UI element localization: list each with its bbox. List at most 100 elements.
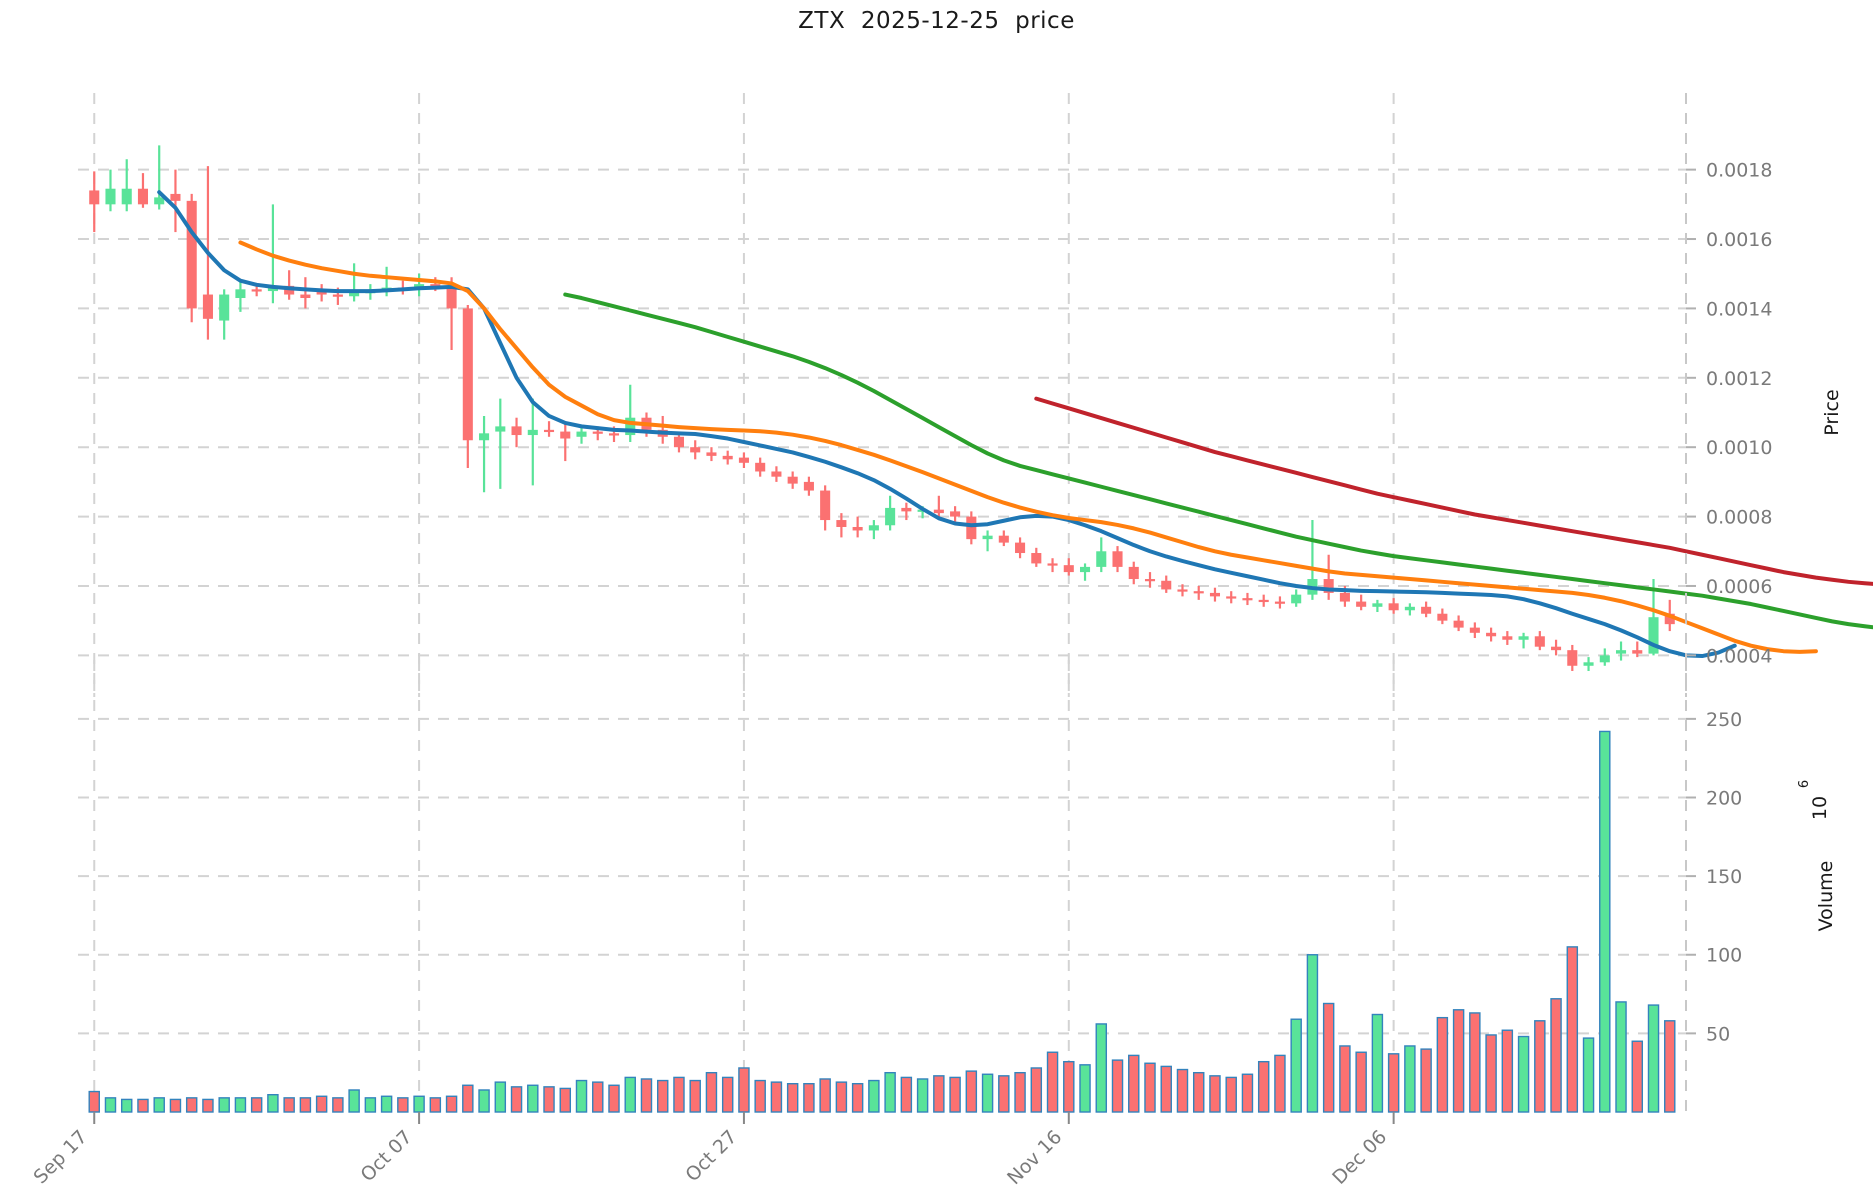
- candle-body: [479, 433, 490, 441]
- ytick-label-price-4: 0.0010: [1706, 437, 1772, 459]
- moving-average-layer: [157, 190, 1873, 659]
- candle-body: [803, 481, 814, 491]
- candle-body: [105, 188, 116, 205]
- candle-body: [950, 511, 961, 517]
- ytick-label-price-2: 0.0014: [1706, 298, 1772, 320]
- volume-bar: [380, 1095, 393, 1113]
- volume-bars-layer: [88, 730, 1676, 1113]
- candle-body: [1421, 606, 1432, 614]
- ytick-label-price-5: 0.0008: [1706, 507, 1772, 529]
- volume-bar: [1274, 1054, 1286, 1113]
- ma-line-ma_short: [157, 190, 1737, 659]
- volume-bar: [120, 1098, 133, 1113]
- volume-bar: [1355, 1051, 1367, 1113]
- candle-body: [1063, 565, 1074, 573]
- ma-line-ma_mid: [238, 240, 1818, 654]
- candle-body: [414, 284, 425, 288]
- volume-bar: [1436, 1016, 1449, 1113]
- ma-line-ma_xlong: [1034, 396, 1873, 586]
- candle-body: [495, 426, 506, 432]
- page-title: ZTX 2025-12-25 price: [798, 8, 1075, 34]
- volume-bar: [1469, 1012, 1481, 1113]
- volume-bar: [527, 1084, 539, 1113]
- xtick-label-2: Oct 27: [681, 1126, 741, 1186]
- xtick-label-4: Dec 06: [1328, 1126, 1391, 1189]
- volume-bar: [462, 1084, 474, 1113]
- volume-bar: [1257, 1060, 1270, 1113]
- volume-bar: [185, 1097, 198, 1113]
- volume-bar: [754, 1079, 766, 1113]
- volume-bar: [1339, 1045, 1351, 1113]
- volume-bar: [1111, 1059, 1124, 1113]
- xtick-label-0: Sep 17: [30, 1126, 92, 1188]
- candle-body: [771, 471, 782, 477]
- candle-body: [722, 455, 733, 460]
- xtick-label-1: Oct 07: [356, 1126, 416, 1186]
- volume-bar: [1517, 1035, 1530, 1113]
- candle-body: [690, 447, 701, 453]
- volume-bar: [267, 1094, 279, 1113]
- volume-bar: [803, 1082, 815, 1113]
- volume-bar: [1306, 954, 1319, 1113]
- volume-bar: [445, 1095, 458, 1113]
- candle-body: [673, 436, 685, 448]
- volume-bar: [137, 1098, 149, 1113]
- candle-body: [998, 535, 1009, 543]
- volume-bar: [543, 1086, 555, 1113]
- candle-body: [592, 431, 603, 434]
- volume-bar: [1030, 1067, 1043, 1113]
- candle-body: [576, 431, 587, 437]
- candle-body: [511, 426, 522, 436]
- volume-bar: [1420, 1048, 1432, 1113]
- grid-layer: [78, 93, 1686, 1112]
- candle-body: [300, 294, 311, 299]
- candle-body: [1567, 650, 1578, 666]
- volume-bar: [1241, 1073, 1254, 1113]
- volume-bar: [1014, 1071, 1026, 1113]
- volume-bar: [851, 1082, 864, 1113]
- volume-bar: [1079, 1064, 1091, 1113]
- candle-body: [1534, 636, 1545, 647]
- candle-body: [430, 284, 441, 287]
- ytick-label-price-6: 0.0006: [1706, 576, 1772, 598]
- candlestick-layer: [89, 145, 1675, 671]
- candle-body: [462, 308, 473, 441]
- ytick-label-price-1: 0.0016: [1706, 229, 1772, 251]
- volume-bar: [202, 1098, 214, 1113]
- candle-body: [154, 197, 165, 205]
- xtick-label-3: Nov 16: [1003, 1126, 1066, 1189]
- volume-bar: [332, 1097, 344, 1113]
- volume-bar: [1322, 1002, 1335, 1113]
- candle-body: [1404, 606, 1415, 611]
- candle-body: [332, 294, 343, 297]
- candle-body: [901, 507, 912, 512]
- candle-body: [1551, 646, 1562, 651]
- volume-bar: [981, 1073, 994, 1113]
- candle-body: [982, 535, 993, 540]
- candle-body: [1193, 591, 1204, 594]
- volume-bar: [868, 1079, 880, 1113]
- candle-body: [1518, 636, 1529, 640]
- volume-bar: [1095, 1023, 1108, 1113]
- candle-body: [527, 429, 538, 436]
- candle-body: [1323, 579, 1334, 593]
- volume-bar: [819, 1078, 831, 1113]
- volume-bar: [1485, 1034, 1497, 1113]
- volume-bar: [1631, 1040, 1644, 1113]
- volume-bar: [1225, 1076, 1237, 1113]
- candle-body: [170, 193, 181, 201]
- volume-bar: [218, 1097, 230, 1113]
- volume-bar: [1550, 998, 1562, 1113]
- volume-bar: [738, 1067, 750, 1113]
- candle-body: [349, 292, 360, 297]
- volume-bar: [1534, 1020, 1546, 1113]
- candle-body: [1258, 599, 1269, 603]
- volume-bar: [835, 1081, 848, 1113]
- volume-bar: [916, 1078, 929, 1113]
- candle-body: [1209, 592, 1221, 597]
- volume-bar: [1582, 1037, 1595, 1113]
- candle-body: [1291, 594, 1302, 604]
- volume-bar: [949, 1076, 961, 1113]
- ma-line-ma_long: [563, 292, 1873, 630]
